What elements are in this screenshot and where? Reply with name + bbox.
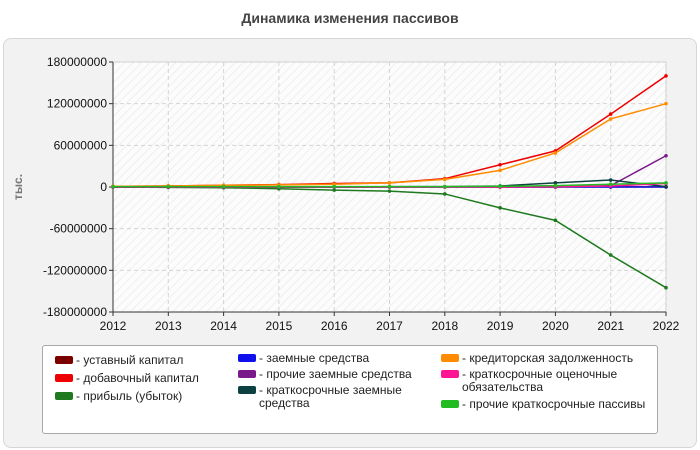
legend-swatch [238, 386, 256, 394]
legend-swatch [238, 354, 256, 362]
legend-swatch [55, 374, 73, 382]
data-point[interactable] [664, 74, 668, 78]
chart-title: Динамика изменения пассивов [241, 10, 459, 26]
legend-swatch [55, 392, 73, 400]
legend-label: - прочие краткосрочные пассивы [462, 397, 646, 411]
data-point[interactable] [332, 184, 337, 189]
legend-swatch [441, 370, 459, 378]
legend-item-ustavnyj-kapital[interactable]: - уставный капитал [55, 354, 225, 367]
x-tick-label: 2017 [376, 319, 403, 333]
legend-swatch [441, 400, 459, 408]
data-point[interactable] [664, 184, 668, 189]
x-tick-label: 2018 [431, 319, 458, 333]
x-tick-label: 2016 [321, 319, 348, 333]
legend-item-prochie-kratkosrochnye-passivy[interactable]: - прочие краткосрочные пассивы [441, 398, 655, 411]
y-axis-label: тыс. [11, 174, 25, 200]
y-tick-label: -60000000 [50, 222, 108, 236]
data-point[interactable] [608, 117, 613, 121]
series-8 [111, 181, 668, 189]
x-tick-label: 2013 [155, 319, 182, 333]
legend-item-prochie-zaemnye-sredstva[interactable]: - прочие заемные средства [238, 368, 418, 381]
legend-swatch [238, 370, 256, 378]
y-tick-label: 120000000 [47, 97, 107, 111]
legend-item-kratkosrochnye-ocenochnye-obyazatelstva[interactable]: - краткосрочные оценочные обязательства [441, 368, 655, 394]
data-point[interactable] [498, 168, 502, 173]
data-point[interactable] [498, 206, 502, 210]
data-point[interactable] [664, 181, 668, 185]
legend-swatch [441, 354, 459, 362]
legend-label: - уставный капитал [76, 353, 184, 367]
legend-label: - краткосрочные заемные средства [259, 383, 402, 410]
data-point[interactable] [443, 192, 447, 196]
legend-item-pribyl[interactable]: - прибыль (убыток) [55, 390, 225, 403]
data-point[interactable] [664, 153, 668, 158]
x-tick-label: 2014 [210, 319, 237, 333]
data-point[interactable] [387, 189, 392, 193]
x-tick-label: 2012 [100, 319, 127, 333]
data-point[interactable] [608, 253, 613, 257]
y-tick-labels: 180000000 120000000 60000000 0 -60000000 -120… [43, 55, 107, 319]
data-point[interactable] [221, 184, 226, 189]
data-point[interactable] [332, 188, 337, 192]
data-point[interactable] [608, 178, 613, 182]
legend-item-zaemnye-sredstva[interactable]: - заемные средства [238, 352, 418, 365]
legend-item-dobavochnyj-kapital[interactable]: - добавочный капитал [55, 372, 225, 385]
legend-item-kreditorskaya-zadolzhennost[interactable]: - кредиторская задолженность [441, 352, 655, 365]
legend: - уставный капитал - добавочный капитал … [42, 345, 658, 434]
legend-label: - добавочный капитал [76, 371, 199, 385]
legend-label: - краткосрочные оценочные обязательства [462, 367, 618, 394]
data-point[interactable] [166, 184, 171, 189]
data-point[interactable] [443, 184, 447, 189]
legend-item-kratkosrochnye-zaemnye-sredstva[interactable]: - краткосрочные заемные средства [238, 384, 418, 410]
data-point[interactable] [277, 184, 281, 189]
data-point[interactable] [498, 184, 502, 189]
legend-label: - прочие заемные средства [259, 367, 412, 381]
data-point[interactable] [553, 151, 558, 155]
x-tick-label: 2022 [653, 319, 680, 333]
y-tick-label: -180000000 [43, 305, 107, 319]
data-point[interactable] [553, 181, 558, 185]
x-tick-label: 2020 [542, 319, 569, 333]
x-tick-label: 2015 [266, 319, 293, 333]
y-tick-label: -120000000 [43, 263, 107, 277]
series-lines [111, 74, 668, 290]
legend-label: - прибыль (убыток) [76, 389, 183, 403]
legend-swatch [55, 356, 73, 364]
y-tick-label: 60000000 [54, 138, 108, 152]
data-point[interactable] [608, 112, 613, 116]
y-tick-label: 0 [100, 180, 107, 194]
data-point[interactable] [664, 285, 668, 290]
data-point[interactable] [553, 218, 558, 223]
data-point[interactable] [498, 162, 502, 167]
data-point[interactable] [111, 184, 115, 189]
data-point[interactable] [387, 181, 392, 185]
data-point[interactable] [608, 182, 613, 187]
legend-label: - кредиторская задолженность [462, 351, 634, 365]
data-point[interactable] [664, 101, 668, 106]
x-tick-label: 2021 [597, 319, 624, 333]
data-point[interactable] [553, 183, 558, 188]
data-point[interactable] [443, 177, 447, 182]
legend-label: - заемные средства [259, 351, 370, 365]
x-tick-labels: 2012 2013 2014 2015 2016 2017 2018 2019 2020 2021… [100, 319, 680, 333]
x-tick-label: 2019 [487, 319, 514, 333]
data-point[interactable] [387, 184, 392, 189]
y-tick-label: 180000000 [47, 55, 107, 69]
